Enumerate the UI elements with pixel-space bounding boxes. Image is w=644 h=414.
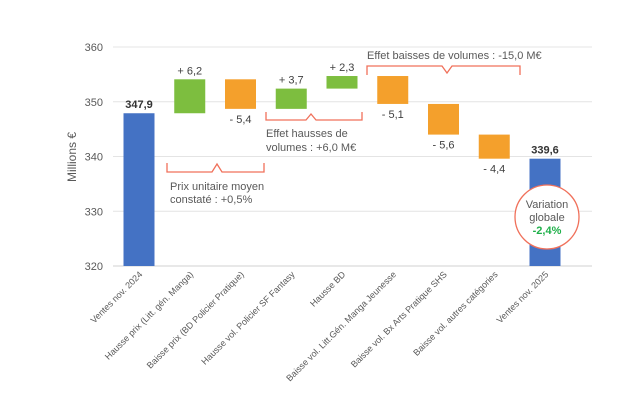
x-tick-label: Ventes nov. 2025 xyxy=(495,269,551,325)
annotation-volume-increase-2: volumes : +6,0 M€ xyxy=(266,142,356,154)
bar-increase xyxy=(275,88,307,109)
x-tick-label: Baisse vol. autres catégories xyxy=(411,269,500,358)
annotation-price-effect-2: constaté : +0,5% xyxy=(170,194,252,206)
data-label: + 6,2 xyxy=(177,65,202,77)
bar-decrease xyxy=(478,134,510,159)
x-tick-label: Baisse vol. Litt.Gén. Manga Jeunesse xyxy=(284,269,398,383)
x-tick-label: Hausse vol. Policier SF Fantasy xyxy=(199,269,297,367)
annotation-volume-decrease: Effet baisses de volumes : -15,0 M€ xyxy=(367,50,542,62)
brace-volume-increase xyxy=(265,112,363,121)
data-label: + 2,3 xyxy=(330,62,355,74)
data-label: + 3,7 xyxy=(279,75,304,87)
bar-decrease xyxy=(428,103,459,135)
bar-increase xyxy=(326,76,358,89)
y-tick-label: 360 xyxy=(85,42,103,54)
y-tick-label: 340 xyxy=(85,152,103,164)
x-tick-label: Baisse vol. Bx Arts Pratique SHS xyxy=(349,269,449,369)
annotation-price-effect-1: Prix unitaire moyen xyxy=(170,181,264,193)
data-label: - 5,1 xyxy=(382,109,404,121)
data-label: - 5,4 xyxy=(229,114,251,126)
bar-increase xyxy=(174,79,206,114)
y-tick-label: 330 xyxy=(85,206,103,218)
data-label: - 4,4 xyxy=(483,164,505,176)
data-label: 339,6 xyxy=(531,145,559,157)
x-tick-label: Baisse prix (BD Policier Pratique) xyxy=(145,269,246,370)
y-tick-label: 320 xyxy=(85,261,103,273)
bar-total xyxy=(123,113,155,266)
bar-decrease xyxy=(225,79,256,109)
global-variation-value: -2,4% xyxy=(533,225,562,237)
global-variation-circle xyxy=(514,184,580,250)
global-variation-label-2: globale xyxy=(529,212,564,224)
data-label: 347,9 xyxy=(125,99,153,111)
annotation-volume-increase-1: Effet hausses de xyxy=(266,128,348,140)
data-label: - 5,6 xyxy=(432,140,454,152)
global-variation-label-1: Variation xyxy=(526,199,569,211)
y-tick-label: 350 xyxy=(85,97,103,109)
brace-price-effect xyxy=(166,162,265,173)
y-axis-label: Millions € xyxy=(65,132,79,182)
x-tick-label: Ventes nov. 2024 xyxy=(89,269,145,325)
x-tick-label: Hausse BD xyxy=(308,269,348,309)
brace-volume-decrease xyxy=(366,65,521,75)
bar-decrease xyxy=(377,76,409,104)
x-tick-label: Hausse prix (Litt. gén. Manga) xyxy=(103,269,195,361)
